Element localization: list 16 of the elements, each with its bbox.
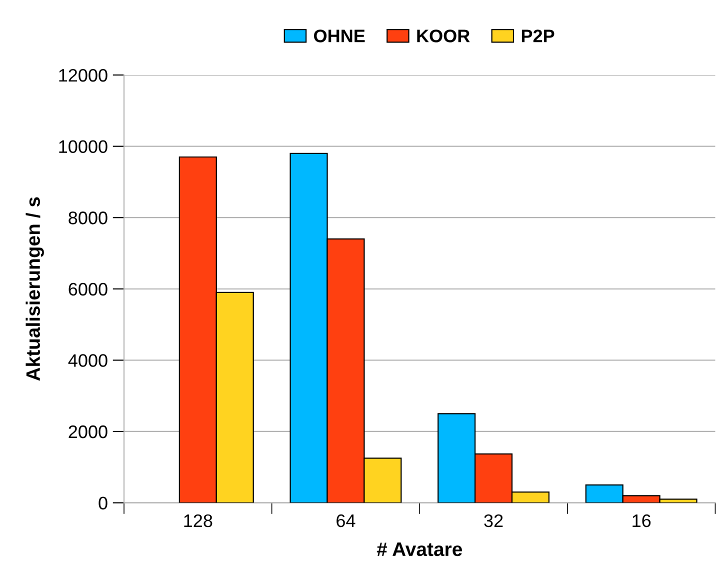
- y-tick-label: 6000: [68, 282, 108, 296]
- y-axis-title: Aktualisierungen / s: [26, 197, 44, 381]
- x-axis-title: # Avatare: [376, 542, 462, 556]
- y-tick-label: 4000: [68, 354, 108, 367]
- legend-label: P2P: [522, 30, 554, 42]
- x-tick-label: 64: [336, 514, 356, 528]
- x-tick-label: 32: [484, 514, 503, 528]
- y-tick-label: 0: [98, 496, 108, 510]
- y-tick-label: 12000: [59, 68, 108, 82]
- y-tick-label: 8000: [68, 212, 108, 224]
- x-tick-label: 128: [184, 514, 212, 528]
- legend-label: OHNE: [314, 30, 365, 42]
- legend-label: KOOR: [417, 30, 470, 42]
- y-tick-label: 10000: [59, 140, 108, 154]
- y-tick-label: 2000: [68, 425, 108, 438]
- x-tick-label: 16: [632, 514, 651, 528]
